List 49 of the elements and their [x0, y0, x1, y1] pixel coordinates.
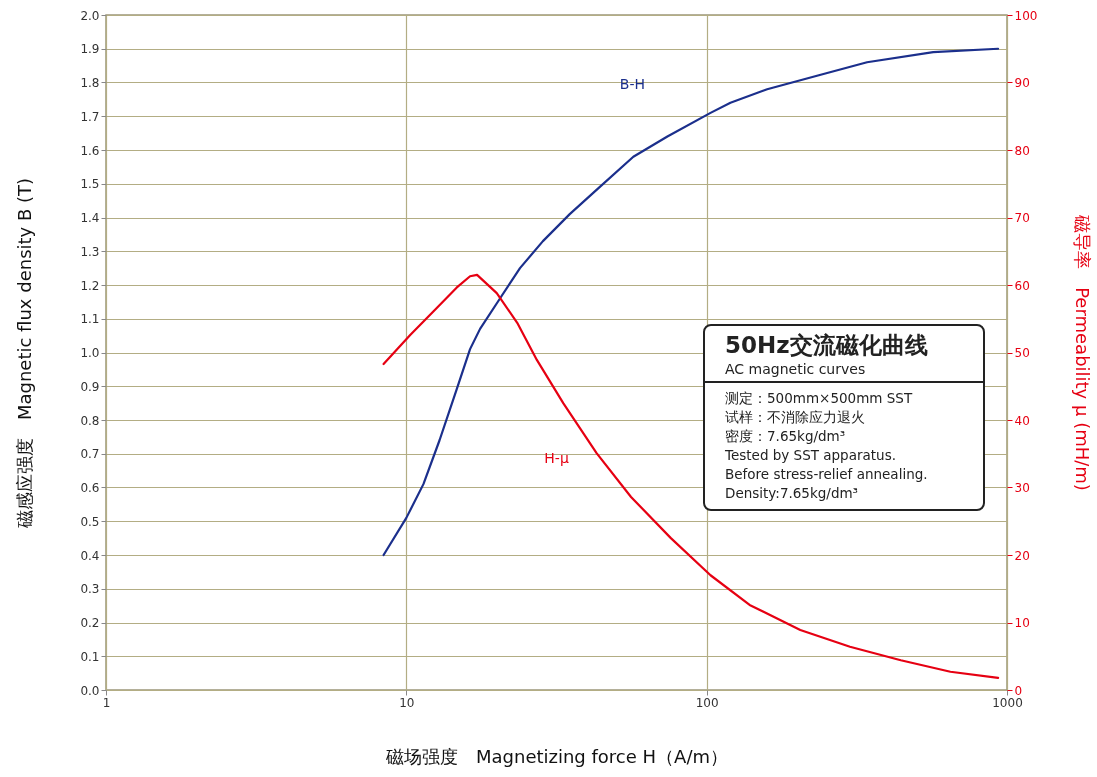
y-tick-label: 1.1: [80, 312, 100, 327]
y-tick-label: 1.0: [80, 346, 100, 360]
y-tick-label: 1.2: [80, 278, 100, 293]
x-tick-label: 10: [399, 695, 415, 710]
y-tick-label: 1.5: [80, 177, 100, 192]
y-tick-label: 2.0: [80, 8, 100, 23]
annotation: 试样：不消除应力退火: [725, 408, 866, 427]
x-tick-label: 1: [102, 695, 111, 710]
y-axis-title: 磁感应强度 Magnetic flux density B (T): [14, 177, 36, 530]
y-tick-label: 1.8: [80, 76, 100, 90]
y2-tick-label: 10: [1014, 616, 1030, 630]
y2-tick-label: 70: [1014, 211, 1030, 225]
x-tick-label: 1000: [992, 695, 1023, 710]
y-tick-label: 0.0: [80, 683, 100, 698]
y-tick-label: 0.4: [80, 548, 100, 563]
y-tick-label: 0.7: [80, 447, 100, 462]
y2-tick-label: 90: [1014, 76, 1030, 90]
y-tick-label: 1.7: [80, 109, 100, 124]
y-tick-label: 0.9: [80, 379, 100, 394]
y-tick-label: 0.3: [80, 582, 100, 597]
y-tick-label: 1.4: [80, 211, 100, 225]
annotation: AC magnetic curves: [705, 361, 983, 383]
y2-tick-label: 40: [1014, 413, 1030, 428]
annotation: 测定：500mm×500mm SST: [725, 389, 914, 408]
y2-tick-label: 30: [1014, 481, 1030, 495]
y-tick-label: 1.3: [80, 244, 100, 259]
y2-tick-label: 100: [1014, 8, 1038, 23]
annotation: 密度：7.65kg/dm³: [725, 427, 847, 446]
annotation: Density:7.65kg/dm³: [725, 484, 860, 503]
y-tick-label: 0.6: [80, 481, 100, 495]
annotation: 50Hz交流磁化曲线: [724, 331, 929, 360]
y2-tick-label: 50: [1014, 346, 1030, 360]
y2-axis-title: 磁导率 Permeability μ (mH/m): [1072, 214, 1094, 491]
y2-tick-label: 80: [1014, 143, 1030, 158]
series-label: H-μ: [544, 450, 569, 467]
x-axis-title: 磁场强度 Magnetizing force H（A/m）: [384, 745, 729, 767]
y-tick-label: 1.9: [80, 42, 100, 57]
annotation: Tested by SST apparatus.: [725, 446, 897, 465]
y-tick-label: 0.1: [80, 649, 100, 664]
text: B-H: [619, 75, 645, 92]
annotation: Before stress-relief annealing.: [725, 465, 929, 484]
y-tick-label: 0.2: [80, 616, 100, 630]
y2-tick-label: 0: [1014, 683, 1023, 698]
y-tick-label: 1.6: [80, 143, 100, 158]
y2-tick-label: 60: [1014, 278, 1030, 293]
y-tick-label: 0.5: [80, 514, 100, 529]
y-tick-label: 0.8: [80, 413, 100, 428]
x-tick-label: 100: [695, 695, 719, 710]
y2-tick-label: 20: [1014, 548, 1030, 563]
